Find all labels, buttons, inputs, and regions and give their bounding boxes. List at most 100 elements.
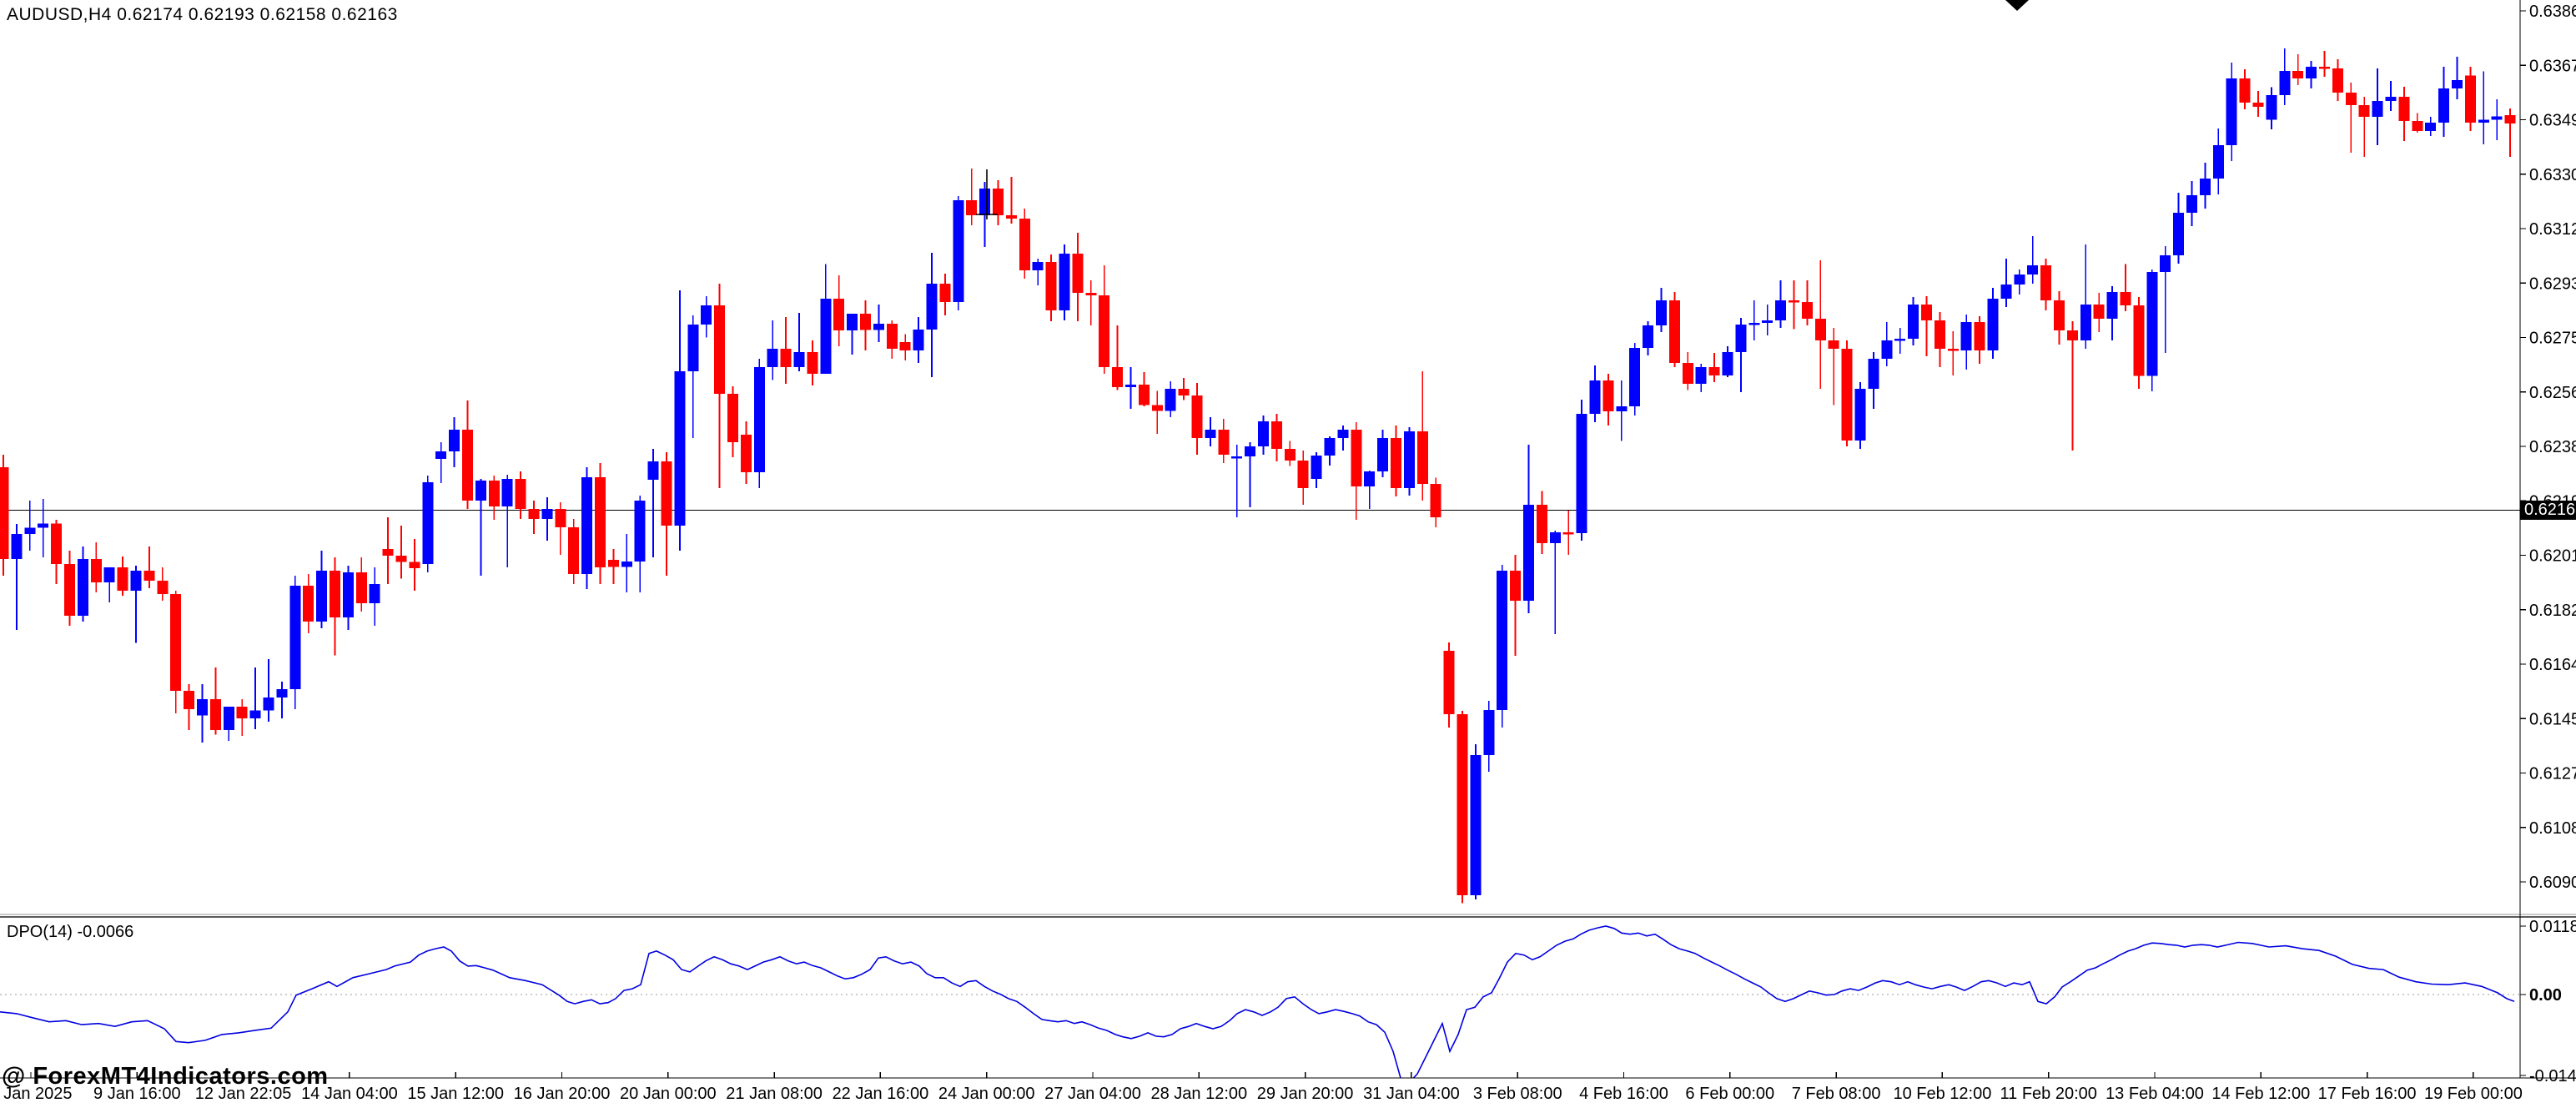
candle-body: [1430, 483, 1441, 518]
candle-body: [661, 461, 672, 526]
candle-body: [1841, 348, 1853, 441]
candle-body: [1562, 531, 1574, 535]
candle-body: [1311, 455, 1322, 479]
candle-body: [1416, 431, 1428, 484]
candle-body: [1270, 421, 1282, 449]
candle-body: [2292, 70, 2304, 79]
candle-wick: [1952, 331, 1955, 375]
candle-body: [2199, 179, 2211, 196]
symbol-ohlc-line: AUDUSD,H4 0.62174 0.62193 0.62158 0.6216…: [7, 5, 398, 24]
candle-body: [939, 283, 951, 303]
candle-body: [1231, 456, 1243, 459]
candle-wick: [1156, 390, 1159, 435]
candle-body: [926, 283, 938, 330]
candle-body: [2146, 271, 2158, 376]
candle-body: [1218, 430, 1230, 456]
candle-body: [1589, 380, 1601, 414]
candle-body: [1934, 320, 1945, 349]
candle-body: [342, 572, 354, 617]
candle-body: [449, 429, 460, 451]
time-axis[interactable]: 8 Jan 2025 9 Jan 16:00 12 Jan 22:05 14 Jan …: [0, 1072, 2523, 1103]
candle-body: [2425, 123, 2437, 131]
candle-body: [51, 523, 63, 565]
candle-wick: [1037, 258, 1039, 286]
candle-body: [2266, 94, 2277, 120]
candle-body: [833, 298, 845, 331]
candle-body: [1377, 438, 1389, 471]
candle-body: [2464, 75, 2476, 123]
time-tick-label: 10 Feb 12:00: [1893, 1085, 1991, 1103]
candle-body: [77, 559, 88, 616]
time-tick-label: 17 Feb 16:00: [2318, 1085, 2417, 1103]
candle-body: [1762, 320, 1774, 324]
candle-body: [807, 352, 818, 375]
candle-body: [1854, 388, 1866, 441]
candle-body: [1470, 754, 1482, 895]
candle-body: [1297, 460, 1309, 489]
candle-body: [1483, 710, 1495, 755]
candle-wick: [440, 442, 442, 484]
candle-body: [753, 367, 765, 473]
candle-body: [847, 313, 858, 331]
candle-body: [2306, 67, 2317, 79]
time-tick-label: 24 Jan 00:00: [938, 1085, 1035, 1103]
candle-body: [2491, 116, 2503, 120]
candle-wick: [42, 499, 44, 557]
candle-body: [2173, 212, 2185, 256]
candle-wick: [1249, 442, 1251, 508]
candle-wick: [2509, 108, 2511, 157]
candle-wick: [1833, 328, 1835, 405]
candle-body: [1695, 367, 1707, 385]
candle-body: [184, 691, 195, 709]
candle-body: [1059, 253, 1070, 311]
candle-wick: [1116, 325, 1119, 390]
candle-body: [1868, 358, 1879, 389]
dpo-line-layer: [0, 925, 2515, 1078]
candle-wick: [2350, 83, 2352, 154]
candle-body: [1165, 389, 1176, 411]
indicator-axis: 0.0118 0.00 -0.0147: [2520, 918, 2576, 1085]
candle-body: [1457, 713, 1468, 895]
candle-wick: [1554, 531, 1557, 635]
time-tick-label: 28 Jan 12:00: [1150, 1085, 1247, 1103]
time-tick-label: 22 Jan 16:00: [833, 1085, 929, 1103]
candle-body: [2398, 96, 2410, 121]
candle-body: [1828, 340, 1839, 349]
dpo-line: [0, 925, 2515, 1078]
candle-wick: [2031, 235, 2034, 284]
time-tick-label: 31 Jan 04:00: [1363, 1085, 1460, 1103]
candle-body: [1656, 300, 1667, 326]
candle-body: [276, 688, 288, 698]
candle-body: [1629, 347, 1641, 407]
candle-wick: [878, 304, 880, 343]
candle-wick: [2483, 71, 2485, 145]
candle-body: [1894, 338, 1906, 341]
candle-body: [979, 189, 991, 216]
price-tick-label: 0.62935: [2529, 274, 2576, 293]
candle-wick: [1010, 176, 1013, 224]
candle-wick: [559, 502, 561, 556]
price-tick-label: 0.63675: [2529, 57, 2576, 75]
price-tick-label: 0.61085: [2529, 819, 2576, 838]
candle-body: [316, 570, 328, 622]
candle-body: [435, 451, 447, 460]
time-tick-label: 15 Jan 12:00: [407, 1085, 504, 1103]
candle-wick: [268, 659, 269, 722]
candle-body: [330, 570, 340, 617]
candle-body: [289, 586, 301, 689]
candle-body: [1523, 505, 1534, 602]
time-tick-label: 11 Feb 20:00: [2000, 1085, 2097, 1103]
candle-body: [966, 200, 978, 216]
candle-wick: [652, 448, 654, 557]
candle-wick: [2390, 80, 2392, 111]
candle-body: [780, 348, 792, 368]
candle-body: [1497, 571, 1508, 711]
candle-body: [1085, 293, 1097, 296]
price-tick-label: 0.63305: [2529, 166, 2576, 184]
candle-body: [1005, 215, 1017, 219]
